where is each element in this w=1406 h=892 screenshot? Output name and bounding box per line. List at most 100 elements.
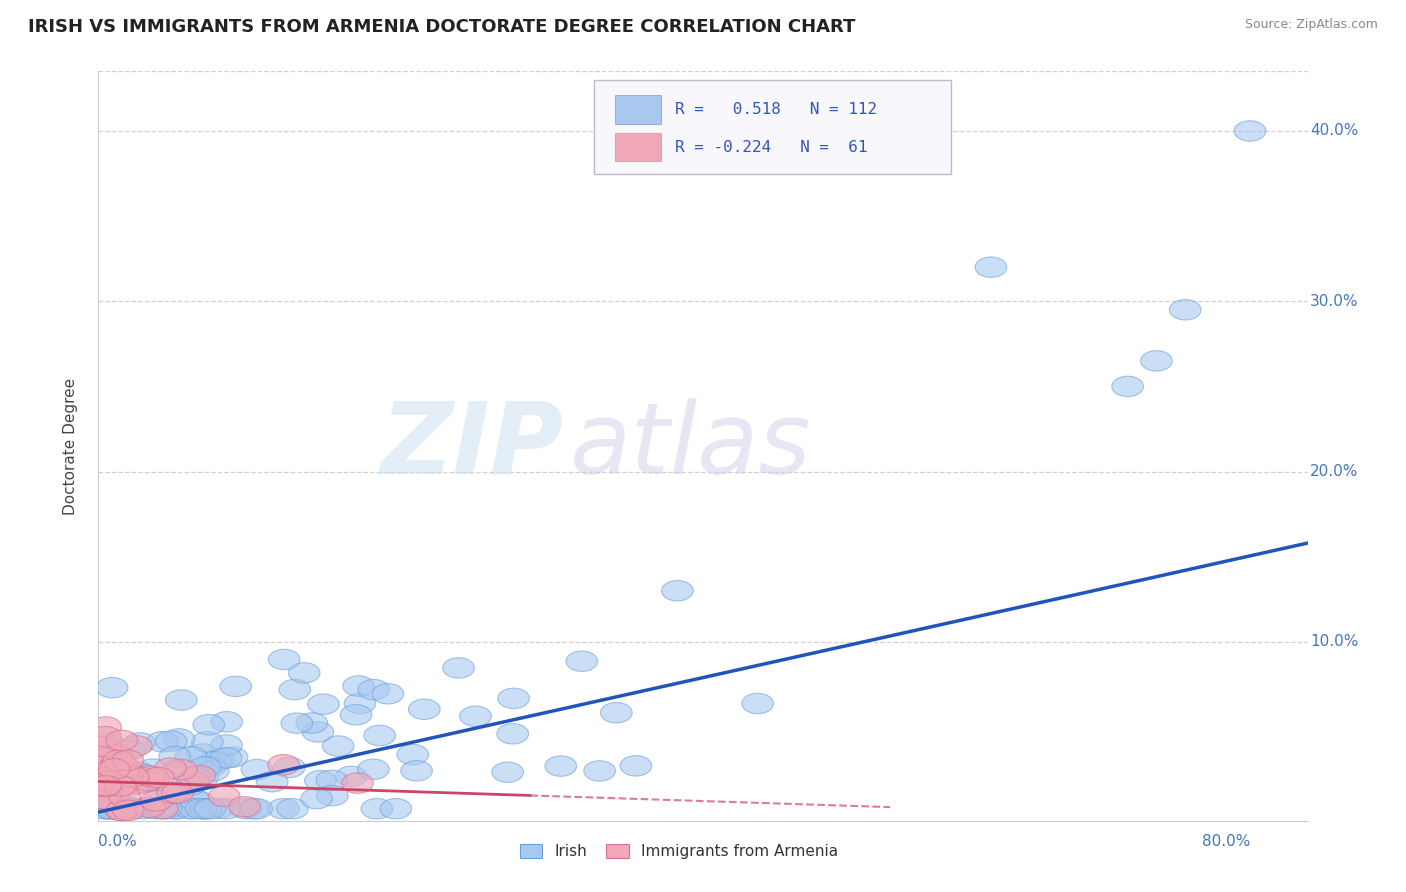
- Ellipse shape: [281, 713, 312, 733]
- Ellipse shape: [94, 759, 125, 780]
- Ellipse shape: [159, 747, 191, 767]
- Ellipse shape: [121, 773, 153, 794]
- Ellipse shape: [141, 790, 173, 811]
- Text: ZIP: ZIP: [381, 398, 564, 494]
- Ellipse shape: [229, 797, 260, 817]
- Ellipse shape: [157, 798, 190, 819]
- Text: Source: ZipAtlas.com: Source: ZipAtlas.com: [1244, 18, 1378, 31]
- Ellipse shape: [97, 772, 129, 791]
- Ellipse shape: [302, 722, 333, 742]
- Ellipse shape: [118, 773, 150, 794]
- Ellipse shape: [112, 750, 143, 771]
- Text: 0.0%: 0.0%: [98, 834, 138, 849]
- Ellipse shape: [90, 767, 121, 788]
- Ellipse shape: [187, 744, 218, 764]
- Ellipse shape: [163, 759, 194, 780]
- Ellipse shape: [138, 768, 170, 789]
- Text: IRISH VS IMMIGRANTS FROM ARMENIA DOCTORATE DEGREE CORRELATION CHART: IRISH VS IMMIGRANTS FROM ARMENIA DOCTORA…: [28, 18, 855, 36]
- Ellipse shape: [380, 798, 412, 819]
- Ellipse shape: [316, 786, 349, 805]
- Ellipse shape: [194, 756, 226, 777]
- Ellipse shape: [132, 771, 163, 791]
- Ellipse shape: [163, 729, 194, 749]
- Ellipse shape: [176, 747, 207, 767]
- Ellipse shape: [146, 798, 179, 819]
- Ellipse shape: [98, 773, 129, 794]
- Ellipse shape: [193, 714, 225, 735]
- Ellipse shape: [190, 756, 221, 777]
- Ellipse shape: [401, 761, 433, 781]
- Ellipse shape: [90, 726, 121, 747]
- Text: R = -0.224   N =  61: R = -0.224 N = 61: [675, 139, 868, 154]
- Ellipse shape: [340, 705, 371, 725]
- Ellipse shape: [105, 731, 138, 751]
- Ellipse shape: [343, 676, 374, 696]
- Ellipse shape: [136, 759, 169, 780]
- Ellipse shape: [194, 798, 226, 819]
- Ellipse shape: [297, 713, 328, 733]
- Ellipse shape: [238, 798, 270, 819]
- Ellipse shape: [217, 747, 247, 767]
- Ellipse shape: [190, 798, 222, 819]
- Ellipse shape: [186, 798, 217, 819]
- Ellipse shape: [305, 771, 336, 791]
- FancyBboxPatch shape: [595, 80, 950, 174]
- Ellipse shape: [108, 795, 139, 815]
- Ellipse shape: [162, 798, 193, 819]
- Ellipse shape: [277, 798, 308, 819]
- Y-axis label: Doctorate Degree: Doctorate Degree: [63, 377, 77, 515]
- Ellipse shape: [121, 765, 153, 786]
- Ellipse shape: [90, 737, 121, 756]
- Ellipse shape: [150, 798, 181, 819]
- Ellipse shape: [101, 746, 132, 766]
- Ellipse shape: [183, 791, 214, 812]
- Ellipse shape: [342, 772, 374, 793]
- Ellipse shape: [90, 776, 121, 797]
- Ellipse shape: [219, 676, 252, 697]
- Ellipse shape: [162, 782, 193, 803]
- Ellipse shape: [100, 755, 132, 775]
- Ellipse shape: [91, 789, 124, 810]
- Ellipse shape: [240, 759, 273, 780]
- Ellipse shape: [112, 800, 143, 821]
- Ellipse shape: [184, 765, 215, 786]
- Ellipse shape: [108, 787, 141, 807]
- Text: 40.0%: 40.0%: [1310, 123, 1358, 138]
- Ellipse shape: [202, 798, 233, 819]
- Ellipse shape: [146, 798, 179, 819]
- Ellipse shape: [240, 798, 273, 819]
- Ellipse shape: [98, 759, 129, 779]
- Ellipse shape: [155, 758, 186, 779]
- Text: R =   0.518   N = 112: R = 0.518 N = 112: [675, 102, 877, 117]
- Ellipse shape: [107, 761, 139, 781]
- Ellipse shape: [179, 767, 211, 788]
- Ellipse shape: [90, 776, 121, 797]
- Ellipse shape: [460, 706, 491, 726]
- Ellipse shape: [138, 798, 170, 819]
- Ellipse shape: [93, 778, 124, 798]
- Ellipse shape: [128, 798, 159, 819]
- Legend: Irish, Immigrants from Armenia: Irish, Immigrants from Armenia: [513, 838, 844, 865]
- Ellipse shape: [139, 770, 170, 789]
- Ellipse shape: [90, 748, 121, 769]
- Ellipse shape: [129, 764, 160, 785]
- Ellipse shape: [145, 789, 176, 809]
- Ellipse shape: [211, 747, 242, 768]
- Ellipse shape: [142, 767, 174, 788]
- Ellipse shape: [155, 731, 187, 751]
- Ellipse shape: [176, 774, 207, 795]
- Ellipse shape: [117, 798, 149, 819]
- Ellipse shape: [115, 770, 146, 790]
- FancyBboxPatch shape: [614, 95, 661, 124]
- Text: 30.0%: 30.0%: [1310, 293, 1358, 309]
- Ellipse shape: [105, 800, 138, 821]
- Ellipse shape: [90, 772, 121, 793]
- Ellipse shape: [202, 749, 235, 770]
- Ellipse shape: [177, 772, 209, 792]
- Ellipse shape: [114, 772, 146, 792]
- Ellipse shape: [344, 693, 375, 714]
- FancyBboxPatch shape: [614, 133, 661, 161]
- Ellipse shape: [96, 798, 127, 819]
- Ellipse shape: [179, 798, 211, 819]
- Ellipse shape: [94, 798, 127, 819]
